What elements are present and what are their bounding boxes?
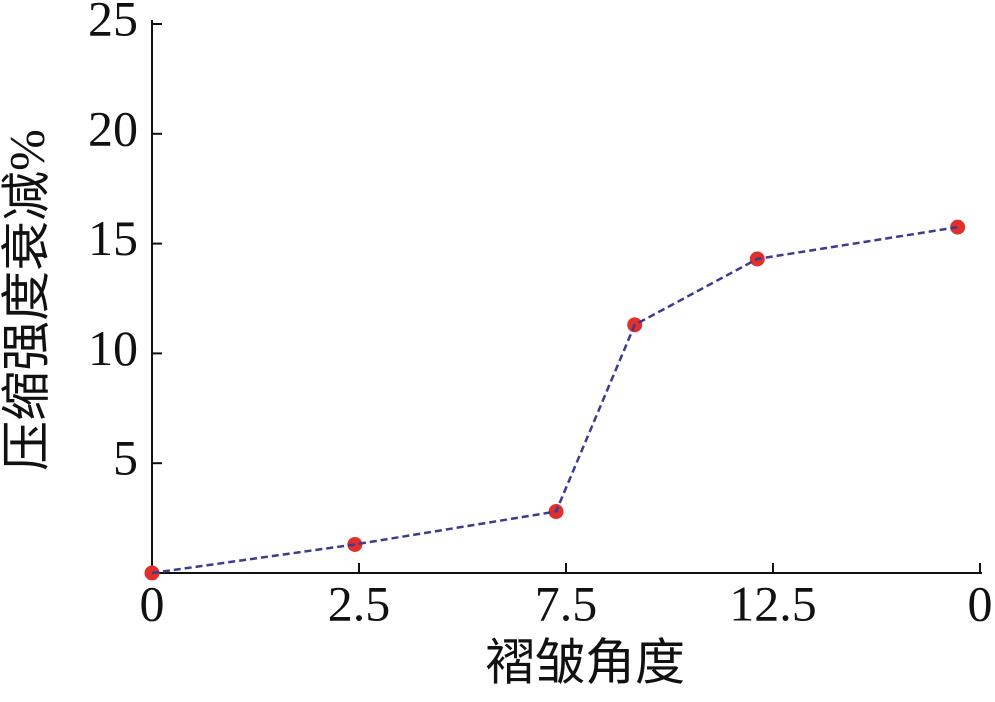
line xyxy=(151,225,958,575)
y-axis-label: 压缩强度衰减% xyxy=(0,129,54,471)
y-tick-label: 20 xyxy=(88,100,138,156)
x-tick-label: 0 xyxy=(140,575,165,631)
x-tick-label: 0 xyxy=(968,575,993,631)
marker xyxy=(950,219,966,235)
y-tick-label: 5 xyxy=(113,430,138,486)
x-tick-label: 7.5 xyxy=(535,575,598,631)
x-axis-label: 褶皱角度 xyxy=(485,634,685,690)
y-tick-label: 15 xyxy=(88,210,138,266)
y-tick-label: 25 xyxy=(88,0,138,46)
y-tick-label: 10 xyxy=(88,320,138,376)
x-tick-label: 2.5 xyxy=(328,575,391,631)
x-tick-label: 12.5 xyxy=(729,575,817,631)
